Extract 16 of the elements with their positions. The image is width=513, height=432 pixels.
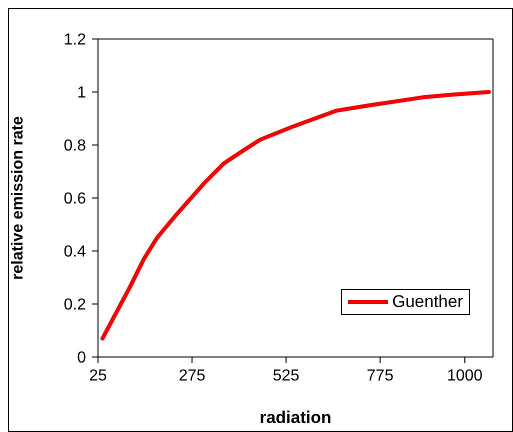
y-tick-label: 0 [77, 350, 86, 367]
y-tick-label: 1.2 [64, 32, 86, 49]
y-tick-label: 0.2 [64, 296, 86, 314]
line-series [100, 90, 491, 340]
x-tick-label: 25 [89, 367, 107, 384]
y-tick-label: 1 [77, 84, 86, 102]
x-tick-label: 525 [272, 367, 300, 384]
y-axis-title: relative emission rate [10, 116, 27, 280]
x-tick-label: 775 [366, 367, 394, 384]
y-tick-label: 0.6 [64, 190, 86, 208]
legend-label: Guenther [392, 292, 463, 312]
y-tick-label: 0.4 [64, 244, 86, 261]
y-tick-label: 0.8 [64, 138, 86, 155]
x-tick-label: 1000 [446, 367, 483, 384]
x-tick-label: 275 [178, 367, 206, 384]
x-axis-title: radiation [260, 408, 332, 427]
